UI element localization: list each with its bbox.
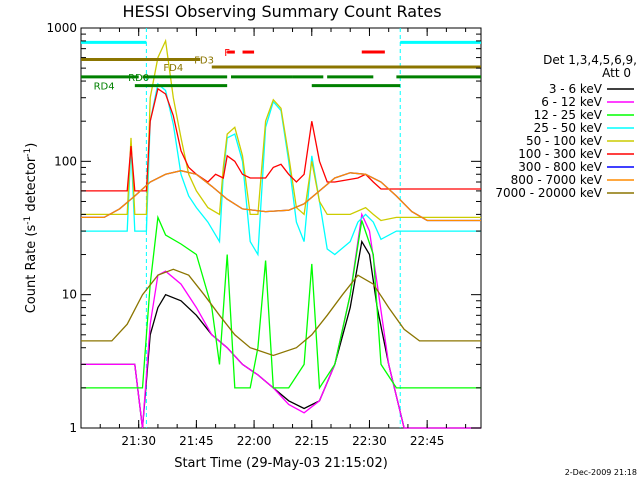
legend-label: 6 - 12 keV (541, 95, 603, 109)
reference-lines (145, 28, 401, 428)
flag-label: RD4 (94, 82, 115, 93)
flag-label: F (224, 48, 230, 59)
series-line (81, 170, 481, 222)
legend-label: 300 - 800 keV (518, 160, 602, 174)
x-tick-label: 21:45 (179, 434, 214, 448)
flag-bars: F FD3 FD4 RD0 RD4 (81, 40, 481, 93)
series-line (81, 268, 481, 357)
y-tick-label: 1000 (46, 21, 77, 35)
series-line (81, 87, 481, 192)
legend-label: 7000 - 20000 keV (495, 186, 602, 200)
y-axis-label: Count Rate (s-1 detector-1) (23, 143, 39, 314)
x-tick-label: 22:00 (237, 434, 272, 448)
series-line (81, 212, 481, 429)
x-tick-label: 22:45 (410, 434, 445, 448)
legend-title: Det 1,3,4,5,6,9, (543, 53, 637, 67)
legend-label: 50 - 100 keV (526, 134, 603, 148)
y-axis: 1 10 100 1000 (46, 21, 481, 435)
x-axis-label: Start Time (29-May-03 21:15:02) (174, 456, 388, 471)
legend-label: 800 - 7000 keV (511, 173, 603, 187)
flag-label: FD4 (163, 63, 183, 74)
footer-date: 2-Dec-2009 21:18 (565, 468, 637, 477)
series-line (81, 214, 481, 390)
series-line (81, 170, 481, 222)
flag-label: FD3 (194, 56, 214, 67)
legend-label: 25 - 50 keV (534, 121, 603, 135)
series-line (81, 82, 481, 257)
series-line (81, 239, 481, 429)
legend-label: 12 - 25 keV (534, 108, 603, 122)
x-tick-label: 22:30 (352, 434, 387, 448)
plot-frame (80, 27, 482, 429)
y-tick-label: 1 (69, 421, 77, 435)
legend-label: 100 - 300 keV (518, 147, 602, 161)
chart-title: HESSI Observing Summary Count Rates (122, 2, 441, 21)
legend-att: Att 0 (602, 66, 631, 80)
legend-label: 3 - 6 keV (549, 82, 603, 96)
y-tick-label: 100 (54, 154, 77, 168)
flag-label: RD0 (128, 73, 149, 84)
x-axis: 21:30 21:45 22:00 22:15 22:30 22:45 (80, 28, 467, 448)
x-tick-label: 22:15 (294, 434, 329, 448)
series-layer (81, 38, 481, 429)
x-tick-label: 21:30 (121, 434, 156, 448)
y-tick-label: 10 (62, 288, 77, 302)
series-line (81, 38, 481, 222)
